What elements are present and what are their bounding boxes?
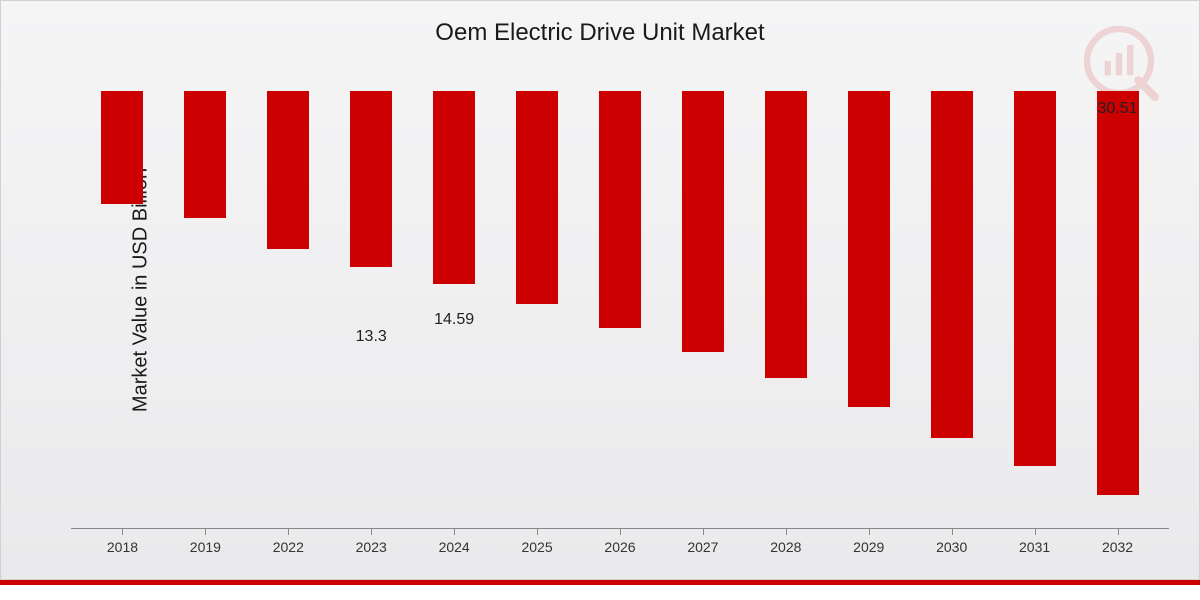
x-tick-label: 2032 (1076, 529, 1159, 579)
bar (599, 91, 641, 328)
x-tick-label: 2019 (164, 529, 247, 579)
bar-slot (247, 91, 330, 528)
bar (1014, 91, 1056, 466)
x-tick-label: 2029 (827, 529, 910, 579)
bar-slot (81, 91, 164, 528)
bar-value-label: 30.51 (1097, 100, 1137, 118)
bar (267, 91, 309, 249)
x-tick (122, 529, 123, 535)
bar (682, 91, 724, 352)
bar-slot: 30.51 (1076, 91, 1159, 528)
bar-slot (993, 91, 1076, 528)
bar (433, 91, 475, 284)
x-tick-label: 2022 (247, 529, 330, 579)
bar-slot (579, 91, 662, 528)
x-tick (1118, 529, 1119, 535)
bar-slot (827, 91, 910, 528)
bar-slot (496, 91, 579, 528)
x-tick (205, 529, 206, 535)
x-tick-label: 2023 (330, 529, 413, 579)
x-tick (786, 529, 787, 535)
bar (101, 91, 143, 204)
x-tick-label: 2024 (413, 529, 496, 579)
x-tick (869, 529, 870, 535)
x-tick (703, 529, 704, 535)
x-axis-labels: 2018201920222023202420252026202720282029… (71, 529, 1169, 579)
x-tick-label: 2018 (81, 529, 164, 579)
bar (931, 91, 973, 438)
bars-group: 13.3 14.59 30.51 (71, 91, 1169, 528)
x-tick-label: 2028 (744, 529, 827, 579)
bar-value-label: 13.3 (356, 328, 387, 346)
x-tick-label: 2027 (661, 529, 744, 579)
x-tick (454, 529, 455, 535)
bar-slot: 13.3 (330, 91, 413, 528)
bar-slot (164, 91, 247, 528)
bar-slot: 14.59 (413, 91, 496, 528)
bar (516, 91, 558, 304)
bar-slot (661, 91, 744, 528)
bar (350, 91, 392, 267)
bar-slot (910, 91, 993, 528)
x-tick-label: 2031 (993, 529, 1076, 579)
chart-title: Oem Electric Drive Unit Market (1, 19, 1199, 47)
bar (848, 91, 890, 407)
chart-container: Oem Electric Drive Unit Market Market Va… (0, 0, 1200, 580)
x-tick (371, 529, 372, 535)
x-tick-label: 2026 (579, 529, 662, 579)
plot-area: 13.3 14.59 30.51 (71, 91, 1169, 529)
x-tick (620, 529, 621, 535)
x-tick-label: 2025 (496, 529, 579, 579)
x-tick (288, 529, 289, 535)
x-tick (537, 529, 538, 535)
bar (184, 91, 226, 218)
x-tick (1035, 529, 1036, 535)
x-tick-label: 2030 (910, 529, 993, 579)
bar-value-label: 14.59 (434, 311, 474, 329)
watermark-logo (1079, 21, 1159, 101)
bar (1097, 91, 1139, 495)
bar-slot (744, 91, 827, 528)
footer-white-bar (0, 585, 1200, 600)
x-tick (952, 529, 953, 535)
bar (765, 91, 807, 378)
